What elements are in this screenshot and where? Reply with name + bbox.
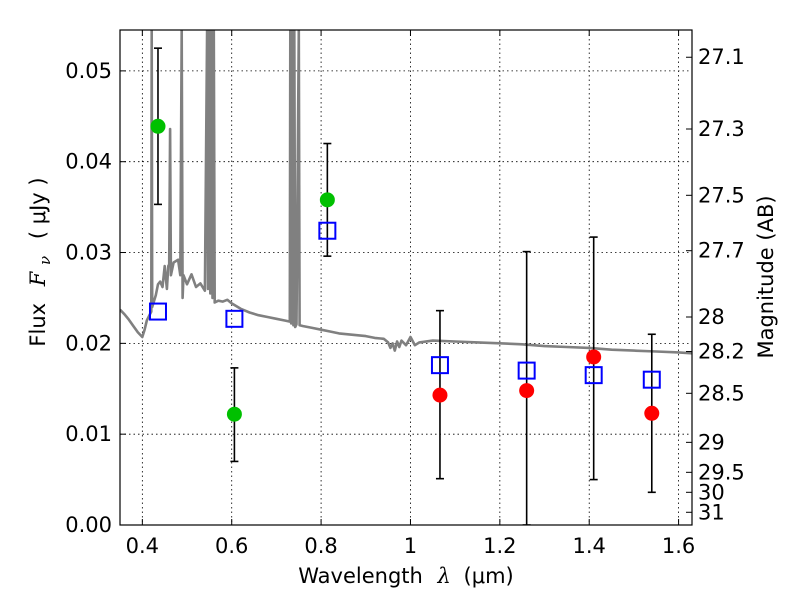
y-tick-label: 0.05	[65, 59, 112, 83]
y2-tick-label: 28.5	[698, 381, 745, 405]
y2-tick-label: 27.3	[698, 117, 745, 141]
model-spectrum-line	[120, 30, 692, 355]
x-axis-title-symbol: λ	[437, 564, 451, 588]
model-photometry-square	[148, 302, 167, 321]
model-photometry-square	[430, 356, 449, 375]
model-photometry-square	[642, 370, 661, 389]
model-photometry-square	[517, 361, 536, 380]
y-tick-label: 0.01	[65, 422, 112, 446]
y2-tick-label: 31	[698, 500, 725, 524]
x-axis-title-unit: (μm)	[464, 564, 514, 588]
observed-ir-point	[432, 387, 448, 403]
y2-tick-label: 29.5	[698, 460, 745, 484]
y-axis-title-subscript: ν	[36, 256, 54, 265]
y2-tick-label: 27.5	[698, 183, 745, 207]
y-axis-title-unit: ( μJy )	[26, 177, 50, 239]
y-tick-label: 0.00	[65, 513, 112, 537]
observed-ir-point	[519, 383, 535, 399]
x-tick-label: 0.6	[215, 534, 248, 558]
y-axis-ticks: 0.00 0.01 0.02 0.03 0.04 0.05	[65, 59, 126, 537]
axes-frame	[119, 29, 693, 526]
observed-optical-point	[150, 118, 166, 134]
y2-axis-title-text: Magnitude (AB)	[754, 195, 778, 358]
x-axis-ticks: 0.4 0.6 0.8 1 1.2 1.4 1.6	[126, 30, 695, 558]
x-tick-label: 1.2	[483, 534, 516, 558]
y-axis-title-symbol: F	[26, 270, 50, 287]
x-tick-label: 0.4	[126, 534, 159, 558]
y-axis-title: Flux F ν ( μJy )	[26, 177, 55, 346]
y-tick-label: 0.03	[65, 241, 112, 265]
x-tick-label: 1.4	[573, 534, 606, 558]
x-tick-label: 1	[404, 534, 417, 558]
y-tick-label: 0.04	[65, 150, 112, 174]
observed-optical-point	[226, 406, 242, 422]
y2-tick-label: 27.7	[698, 239, 745, 263]
y2-tick-label: 29	[698, 430, 725, 454]
observed-ir-point	[644, 405, 660, 421]
plot-frame	[119, 29, 693, 526]
model-photometry-square	[318, 221, 337, 240]
observed-optical-point	[319, 192, 335, 208]
y2-axis-title: Magnitude (AB)	[754, 195, 778, 358]
model-photometry-square	[584, 366, 603, 385]
x-axis-title: Wavelength λ (μm)	[298, 564, 513, 588]
y2-tick-label: 28	[698, 305, 725, 329]
x-tick-label: 0.8	[304, 534, 337, 558]
observed-ir-point	[586, 349, 602, 365]
y2-tick-label: 30	[698, 480, 725, 504]
y2-tick-label: 28.2	[698, 340, 745, 364]
y2-tick-label: 27.1	[698, 45, 745, 69]
y-axis-title-text: Flux	[26, 303, 50, 347]
plot-area	[120, 30, 692, 525]
x-tick-label: 1.6	[662, 534, 695, 558]
x-axis-title-text: Wavelength	[298, 564, 423, 588]
y-tick-label: 0.02	[65, 331, 112, 355]
model-photometry-square	[225, 309, 244, 328]
